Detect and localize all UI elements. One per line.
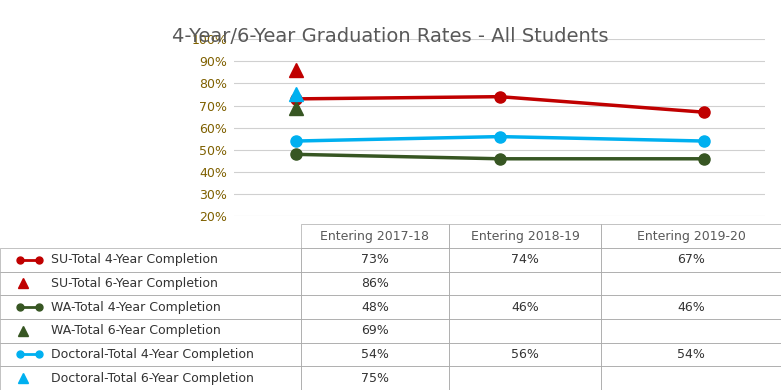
Text: 54%: 54% (677, 348, 705, 361)
Text: 46%: 46% (512, 301, 539, 314)
Text: WA-Total 4-Year Completion: WA-Total 4-Year Completion (51, 301, 220, 314)
Text: Doctoral-Total 4-Year Completion: Doctoral-Total 4-Year Completion (51, 348, 254, 361)
Text: Entering 2019-20: Entering 2019-20 (637, 230, 746, 243)
Text: 48%: 48% (361, 301, 389, 314)
Text: 69%: 69% (361, 324, 389, 337)
Text: 86%: 86% (361, 277, 389, 290)
Text: Entering 2018-19: Entering 2018-19 (471, 230, 580, 243)
Text: 75%: 75% (361, 372, 389, 385)
Text: Doctoral-Total 6-Year Completion: Doctoral-Total 6-Year Completion (51, 372, 254, 385)
Text: 46%: 46% (677, 301, 705, 314)
Text: 54%: 54% (361, 348, 389, 361)
Text: SU-Total 6-Year Completion: SU-Total 6-Year Completion (51, 277, 218, 290)
Text: Entering 2017-18: Entering 2017-18 (320, 230, 430, 243)
Text: 74%: 74% (512, 253, 539, 266)
Text: 67%: 67% (677, 253, 705, 266)
Text: SU-Total 4-Year Completion: SU-Total 4-Year Completion (51, 253, 218, 266)
Text: 4-Year/6-Year Graduation Rates - All Students: 4-Year/6-Year Graduation Rates - All Stu… (173, 27, 608, 46)
Text: 73%: 73% (361, 253, 389, 266)
Text: 56%: 56% (512, 348, 539, 361)
Text: WA-Total 6-Year Completion: WA-Total 6-Year Completion (51, 324, 220, 337)
